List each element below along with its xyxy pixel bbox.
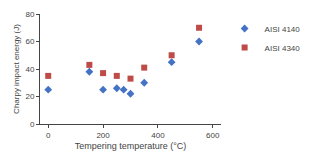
svg-text:400: 400 xyxy=(151,131,165,140)
svg-text:600: 600 xyxy=(206,131,220,140)
svg-text:AISI 4340: AISI 4340 xyxy=(265,44,301,53)
svg-text:0: 0 xyxy=(30,120,35,129)
svg-text:80: 80 xyxy=(25,10,34,19)
svg-text:0: 0 xyxy=(46,131,51,140)
svg-text:200: 200 xyxy=(96,131,110,140)
svg-text:40: 40 xyxy=(25,65,34,74)
svg-text:60: 60 xyxy=(25,37,34,46)
svg-text:Charpy impact energy (J): Charpy impact energy (J) xyxy=(12,24,21,114)
svg-text:20: 20 xyxy=(25,92,34,101)
svg-text:Tempering temperature (°C): Tempering temperature (°C) xyxy=(75,141,187,151)
svg-text:AISI 4140: AISI 4140 xyxy=(265,25,301,34)
